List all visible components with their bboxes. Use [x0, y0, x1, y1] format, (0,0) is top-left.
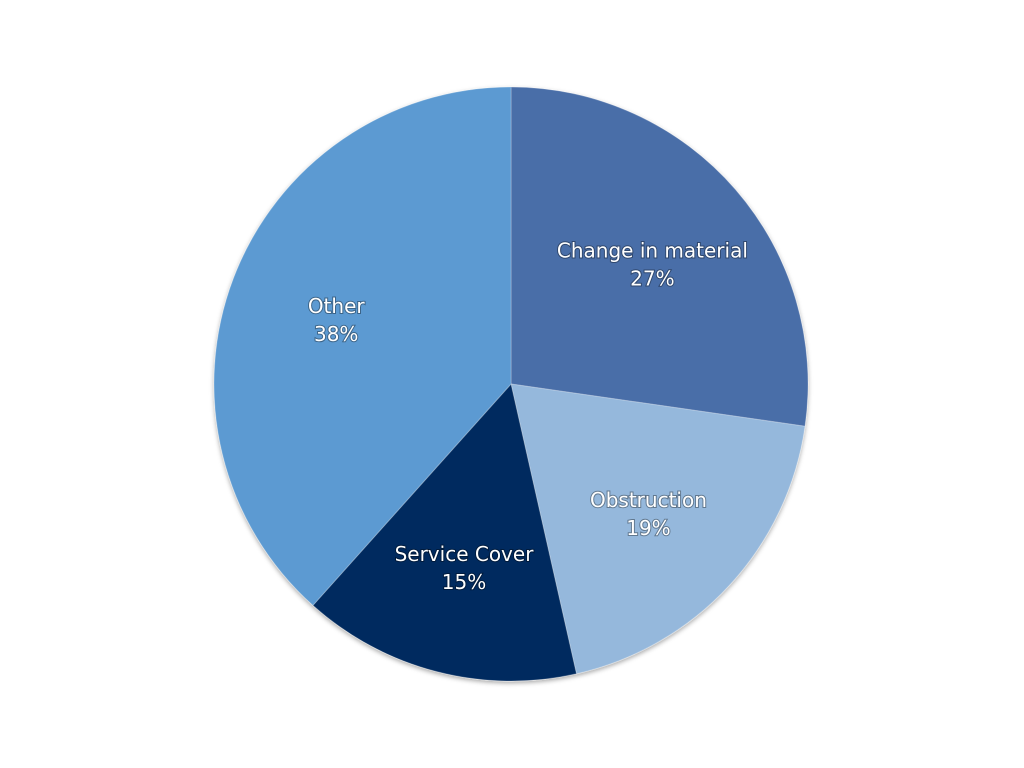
pie-slice-obstruction	[510, 383, 806, 675]
pie-slice-change-in-material	[510, 86, 809, 427]
pie-slices	[213, 86, 809, 682]
slice-label: Obstruction	[590, 488, 707, 512]
pie-labels: Change in material 27% Obstruction 19% Servi…	[307, 237, 749, 595]
slice-value-label: 15%	[442, 570, 486, 594]
slice-value-label: 27%	[630, 266, 674, 290]
slice-label: Change in material	[557, 238, 748, 262]
pie-slice-service-cover	[312, 382, 578, 682]
slice-value-label: 38%	[314, 322, 358, 346]
slice-label: Other	[308, 294, 366, 318]
slice-value-label: 19%	[626, 516, 670, 540]
slice-label: Service Cover	[395, 542, 535, 566]
pie-slice-other	[213, 86, 512, 607]
